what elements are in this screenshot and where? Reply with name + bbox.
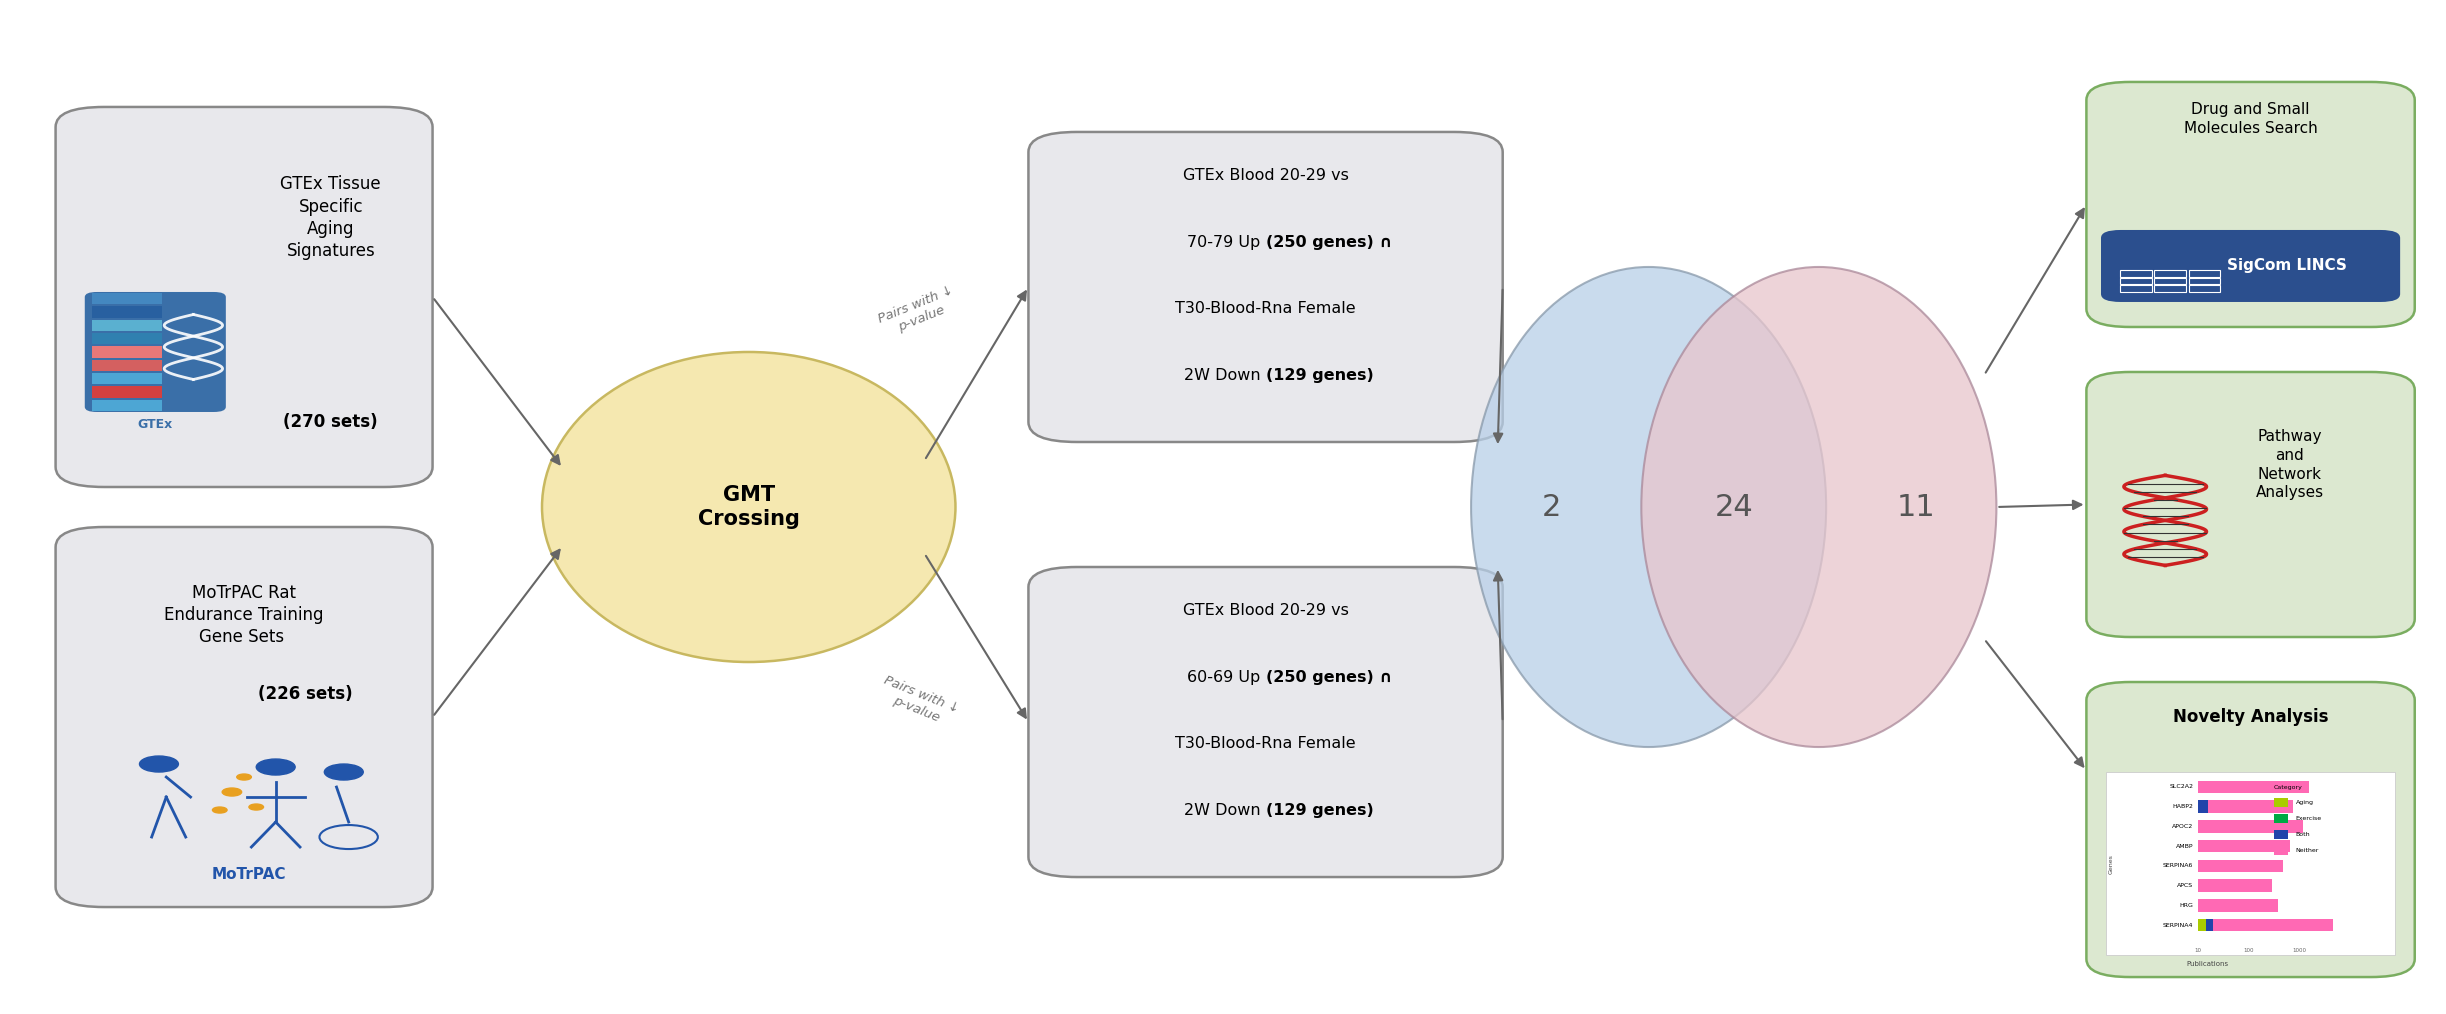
Text: 11: 11	[1898, 493, 1935, 521]
Circle shape	[325, 764, 364, 780]
Text: MoTrPAC: MoTrPAC	[213, 867, 286, 882]
Bar	[93, 373, 161, 384]
Text: (129 genes): (129 genes)	[1265, 368, 1372, 383]
Bar	[2206, 919, 2214, 931]
Text: 2W Down: 2W Down	[1184, 368, 1265, 383]
Text: T30-Blood-Rna Female: T30-Blood-Rna Female	[1174, 736, 1355, 751]
Text: Novelty Analysis: Novelty Analysis	[2172, 709, 2329, 726]
Ellipse shape	[1641, 267, 1996, 747]
FancyBboxPatch shape	[2086, 82, 2414, 327]
Text: SigCom LINCS: SigCom LINCS	[2226, 259, 2346, 274]
Ellipse shape	[1470, 267, 1827, 747]
Circle shape	[223, 788, 242, 796]
Circle shape	[237, 774, 252, 780]
Text: Pathway
and
Network
Analyses: Pathway and Network Analyses	[2255, 429, 2324, 500]
Bar	[93, 347, 161, 358]
Text: HRG: HRG	[2179, 902, 2194, 908]
Bar	[2199, 860, 2282, 872]
Bar	[93, 400, 161, 411]
Bar	[2275, 814, 2289, 823]
Text: SERPINA4: SERPINA4	[2162, 923, 2194, 928]
Text: APCS: APCS	[2177, 883, 2194, 888]
Text: 2W Down: 2W Down	[1184, 803, 1265, 818]
Text: 100: 100	[2243, 948, 2255, 953]
Bar	[2199, 800, 2294, 813]
Bar	[93, 333, 161, 345]
Text: Genes: Genes	[2108, 854, 2113, 873]
Bar	[2199, 899, 2277, 912]
Text: (250 genes) ∩: (250 genes) ∩	[1265, 234, 1392, 249]
Text: Category: Category	[2275, 785, 2302, 790]
FancyBboxPatch shape	[2086, 682, 2414, 977]
Circle shape	[249, 804, 264, 810]
Text: (226 sets): (226 sets)	[257, 685, 352, 704]
Text: GTEx Tissue
Specific
Aging
Signatures: GTEx Tissue Specific Aging Signatures	[281, 175, 382, 260]
Text: 60-69 Up: 60-69 Up	[1186, 669, 1265, 684]
Circle shape	[213, 807, 227, 813]
FancyBboxPatch shape	[1027, 132, 1502, 442]
Bar	[2199, 840, 2289, 853]
Text: SERPINA6: SERPINA6	[2162, 863, 2194, 868]
Text: 2: 2	[1541, 493, 1561, 521]
Bar	[93, 319, 161, 331]
Text: Aging: Aging	[2297, 800, 2314, 805]
Bar	[93, 360, 161, 371]
FancyBboxPatch shape	[2086, 372, 2414, 637]
Bar	[2199, 879, 2272, 891]
Circle shape	[257, 759, 296, 775]
Bar	[2275, 798, 2289, 807]
Bar	[93, 293, 161, 304]
Text: Exercise: Exercise	[2297, 816, 2321, 821]
Bar	[2199, 919, 2333, 931]
Text: 70-79 Up: 70-79 Up	[1186, 234, 1265, 249]
Text: Pairs with ↓
p-value: Pairs with ↓ p-value	[876, 674, 961, 730]
Circle shape	[139, 756, 179, 772]
Text: AMBP: AMBP	[2177, 844, 2194, 849]
Bar	[2275, 829, 2289, 839]
Bar	[93, 386, 161, 397]
FancyBboxPatch shape	[2101, 230, 2400, 302]
Text: GTEx Blood 20-29 vs: GTEx Blood 20-29 vs	[1181, 168, 1348, 183]
Bar	[2199, 820, 2302, 832]
Ellipse shape	[543, 352, 956, 662]
Text: Both: Both	[2297, 832, 2309, 838]
Bar	[2199, 800, 2209, 813]
FancyBboxPatch shape	[56, 106, 433, 487]
Text: 10: 10	[2194, 948, 2201, 953]
Text: APOC2: APOC2	[2172, 823, 2194, 828]
FancyBboxPatch shape	[86, 292, 225, 412]
Text: Drug and Small
Molecules Search: Drug and Small Molecules Search	[2184, 101, 2316, 136]
Text: (250 genes) ∩: (250 genes) ∩	[1265, 669, 1392, 684]
Text: MoTrPAC Rat
Endurance Training
Gene Sets: MoTrPAC Rat Endurance Training Gene Sets	[164, 584, 323, 646]
Bar	[2275, 846, 2289, 855]
Bar	[2199, 919, 2206, 931]
Text: SLC2A2: SLC2A2	[2170, 784, 2194, 789]
Text: HABP2: HABP2	[2172, 804, 2194, 809]
Text: Pairs with ↓
p-value: Pairs with ↓ p-value	[876, 284, 961, 340]
Bar	[2199, 781, 2309, 793]
Text: Publications: Publications	[2187, 961, 2228, 967]
Text: GMT
Crossing: GMT Crossing	[697, 486, 800, 528]
Bar	[93, 306, 161, 317]
Text: T30-Blood-Rna Female: T30-Blood-Rna Female	[1174, 301, 1355, 316]
FancyBboxPatch shape	[56, 527, 433, 908]
Text: Neither: Neither	[2297, 849, 2319, 854]
FancyBboxPatch shape	[1027, 567, 1502, 877]
Text: GTEx Blood 20-29 vs: GTEx Blood 20-29 vs	[1181, 603, 1348, 618]
Text: 24: 24	[1715, 493, 1754, 521]
Text: 1000: 1000	[2292, 948, 2307, 953]
Text: GTEx: GTEx	[137, 419, 174, 432]
FancyBboxPatch shape	[2106, 772, 2395, 955]
Text: (129 genes): (129 genes)	[1265, 803, 1372, 818]
Text: (270 sets): (270 sets)	[284, 414, 379, 431]
